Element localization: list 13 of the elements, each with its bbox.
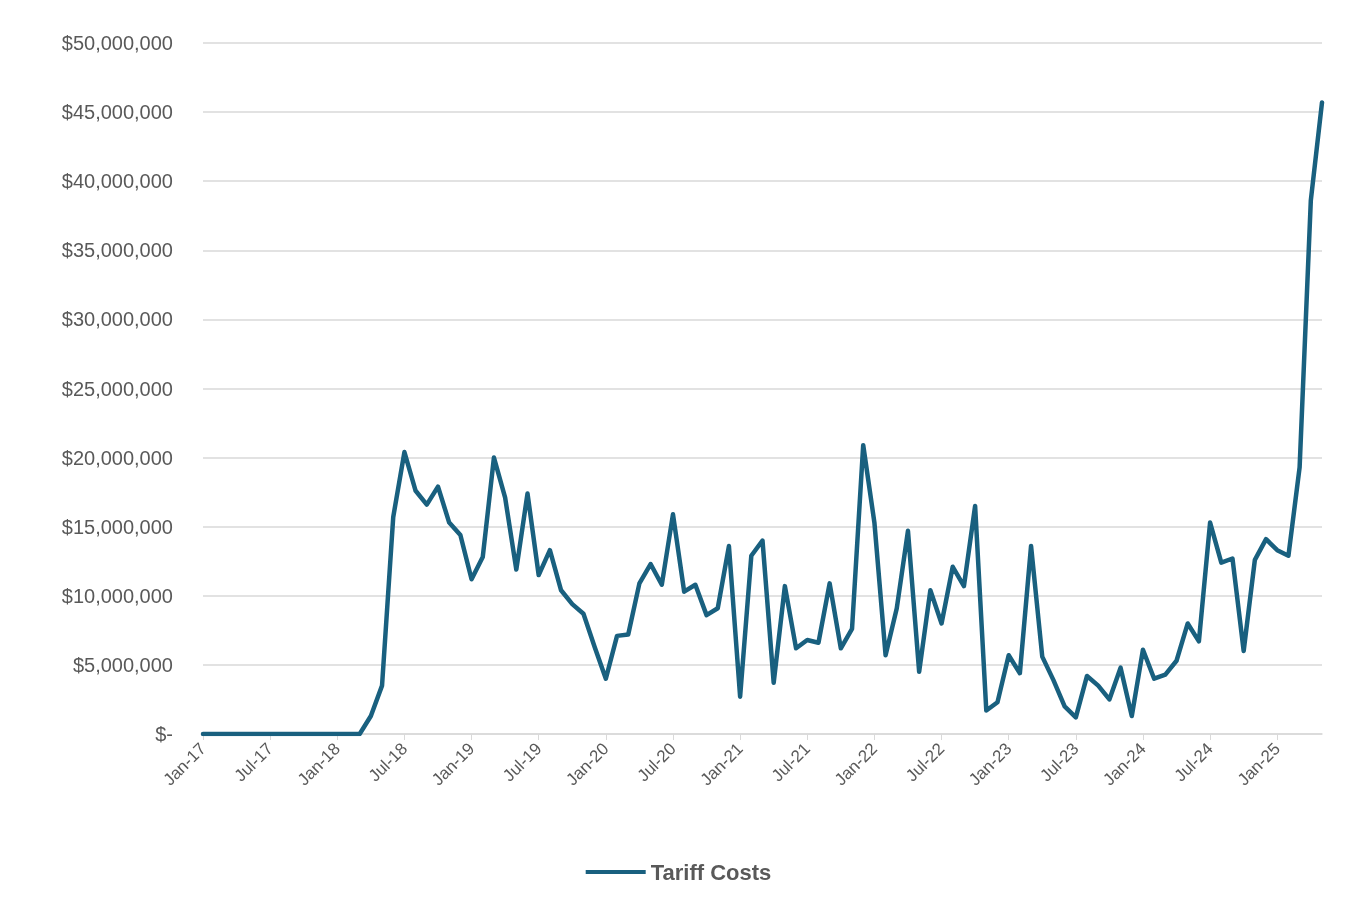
y-tick-label: $45,000,000 xyxy=(61,101,173,124)
y-tick-label: $5,000,000 xyxy=(72,653,173,676)
y-tick-label: $20,000,000 xyxy=(61,446,173,469)
y-tick-label: $35,000,000 xyxy=(61,239,173,262)
line-series xyxy=(200,100,1325,737)
legend-label: Tariff Costs xyxy=(650,859,772,885)
y-tick-label: $25,000,000 xyxy=(61,377,173,400)
y-tick-label: $10,000,000 xyxy=(61,584,173,607)
y-tick-label: $30,000,000 xyxy=(61,308,173,331)
y-tick-label: $40,000,000 xyxy=(61,170,173,193)
y-tick-label: $- xyxy=(155,723,173,745)
y-tick-label: $15,000,000 xyxy=(61,515,173,538)
y-tick-label: $50,000,000 xyxy=(61,32,173,54)
